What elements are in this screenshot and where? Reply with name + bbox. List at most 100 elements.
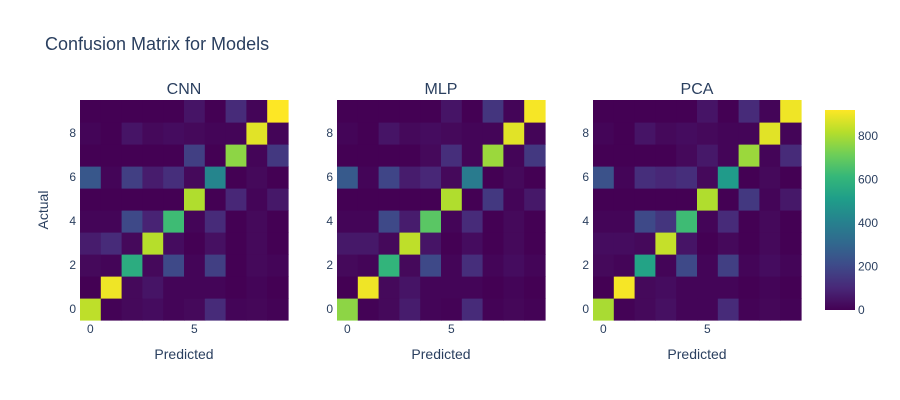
heatmap-cell <box>461 100 484 123</box>
heatmap-cell <box>142 100 164 123</box>
heatmap-cell <box>420 188 442 211</box>
heatmap-cell <box>80 276 102 299</box>
heatmap-cell <box>780 122 802 145</box>
heatmap-cell <box>420 144 442 167</box>
heatmap-cell <box>399 100 421 123</box>
heatmap-cell <box>613 232 636 255</box>
heatmap-cell <box>357 232 380 255</box>
y-tick-label: 4 <box>69 214 76 228</box>
x-tick-label: 0 <box>600 322 607 336</box>
heatmap-cell <box>357 254 380 277</box>
heatmap-cell <box>142 254 164 277</box>
heatmap-cell <box>121 254 143 277</box>
heatmap-cell <box>717 100 740 123</box>
heatmap-cell <box>593 298 615 321</box>
heatmap-cell <box>759 166 781 189</box>
heatmap-cell <box>378 232 400 255</box>
colorbar-tick-label: 200 <box>858 260 878 274</box>
heatmap-cell <box>225 276 247 299</box>
heatmap-cell <box>204 188 227 211</box>
heatmap-cell <box>399 166 421 189</box>
heatmap-cell <box>204 100 227 123</box>
heatmap-cell <box>780 232 802 255</box>
y-tick-label: 0 <box>326 302 333 316</box>
heatmap-cell <box>759 144 781 167</box>
heatmap-cell <box>337 254 359 277</box>
heatmap-cell <box>593 232 615 255</box>
heatmap-cell <box>378 210 400 233</box>
heatmap-cell <box>613 276 636 299</box>
heatmap-cell <box>100 298 123 321</box>
heatmap-cell <box>655 144 677 167</box>
heatmap-cell <box>246 144 268 167</box>
heatmap-cell <box>717 232 740 255</box>
heatmap-cell <box>697 166 719 189</box>
heatmap-cell <box>267 188 289 211</box>
figure-title: Confusion Matrix for Models <box>45 34 269 54</box>
heatmap-cell <box>676 210 698 233</box>
heatmap-cell <box>593 188 615 211</box>
heatmap-cell <box>738 122 760 145</box>
colorbar-tick-label: 800 <box>858 129 878 143</box>
heatmap-cell <box>142 122 164 145</box>
heatmap-cell <box>378 254 400 277</box>
y-tick-label: 8 <box>582 126 589 140</box>
heatmap-cell <box>337 210 359 233</box>
heatmap-cell <box>357 100 380 123</box>
heatmap-cell <box>246 122 268 145</box>
heatmap-cell <box>378 188 400 211</box>
heatmap-cell <box>100 166 123 189</box>
heatmap-panels: CNN 0 5 0 2 4 6 8 Predicted Actual MLP 0 5 0 2 4 6 8 Predi… <box>35 81 802 362</box>
heatmap-cell <box>337 276 359 299</box>
heatmap-cell <box>461 276 484 299</box>
heatmap-cell <box>225 144 247 167</box>
colorbar-tick-label: 0 <box>858 303 865 317</box>
heatmap-cell <box>420 276 442 299</box>
heatmap-cell <box>738 166 760 189</box>
heatmap-cell <box>399 298 421 321</box>
heatmap-cell <box>717 254 740 277</box>
heatmap-cell <box>441 276 463 299</box>
heatmap-cell <box>482 298 504 321</box>
heatmap-cell <box>524 298 546 321</box>
heatmap-cell <box>246 188 268 211</box>
heatmap-cell <box>613 100 636 123</box>
heatmap-cell <box>697 188 719 211</box>
heatmap-cell <box>503 188 525 211</box>
panel-title: CNN <box>167 81 202 98</box>
heatmap-cell <box>759 276 781 299</box>
heatmap-cell <box>225 188 247 211</box>
heatmap-cell <box>246 166 268 189</box>
heatmap-cell <box>676 254 698 277</box>
heatmap-cell <box>634 166 656 189</box>
heatmap-cell <box>738 144 760 167</box>
heatmap-cell <box>80 144 102 167</box>
y-tick-label: 2 <box>582 258 589 272</box>
heatmap-cell <box>441 232 463 255</box>
heatmap-cell <box>357 144 380 167</box>
heatmap-cell <box>655 188 677 211</box>
heatmap-cell <box>461 122 484 145</box>
heatmap-cell <box>225 166 247 189</box>
colorbar-tick-label: 600 <box>858 173 878 187</box>
heatmap-cell <box>163 122 185 145</box>
heatmap-cell <box>503 276 525 299</box>
heatmap-cell <box>163 188 185 211</box>
heatmap-cell <box>461 166 484 189</box>
heatmap-cell <box>780 188 802 211</box>
heatmap-cell <box>634 188 656 211</box>
heatmap-cell <box>246 276 268 299</box>
heatmap-cell <box>676 166 698 189</box>
x-tick-label: 5 <box>191 322 198 336</box>
heatmap-cell <box>634 100 656 123</box>
heatmap-cell <box>121 298 143 321</box>
heatmap-cell <box>676 276 698 299</box>
heatmap-cell <box>655 298 677 321</box>
heatmap-cell <box>337 144 359 167</box>
heatmap-cell <box>357 210 380 233</box>
heatmap-cell <box>246 210 268 233</box>
heatmap-cell <box>441 166 463 189</box>
y-tick-label: 0 <box>69 302 76 316</box>
heatmap-cell <box>121 144 143 167</box>
heatmap-cell <box>225 254 247 277</box>
